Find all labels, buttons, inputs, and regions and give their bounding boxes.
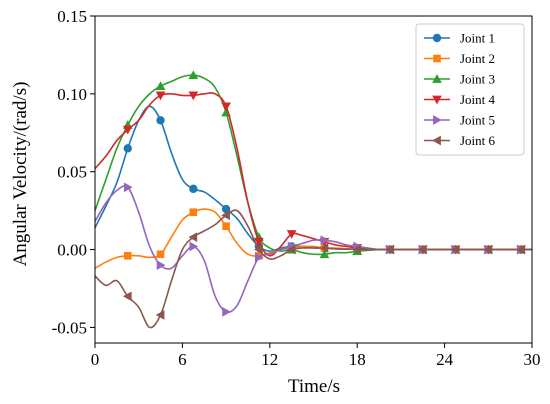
data-point	[221, 210, 230, 221]
legend-entry: Joint 1	[424, 31, 495, 46]
data-point	[450, 244, 460, 255]
data-point	[222, 222, 230, 230]
legend-entry: Joint 6	[424, 133, 496, 148]
data-point	[222, 307, 231, 317]
data-point	[123, 144, 132, 153]
data-point	[221, 204, 231, 214]
legend: Joint 1 Joint 2 Joint 3 Joint 4 Joint 5 Joint…	[415, 23, 525, 156]
data-point	[123, 252, 132, 260]
legend-entry: Joint 2	[424, 51, 495, 66]
y-axis-label: Angular Velocity/(rad/s)	[10, 82, 31, 267]
data-point	[417, 244, 427, 255]
data-point	[189, 184, 198, 194]
legend-marker	[432, 74, 442, 83]
axes: 0 6 12 18 24 30 -0.05 0.00 0.05 0.10 0.15	[52, 7, 541, 369]
legend-label: Joint 6	[460, 133, 496, 148]
data-point	[254, 237, 264, 247]
x-tick-label: 30	[524, 350, 541, 369]
data-point	[286, 244, 296, 255]
y-tick-label: 0.10	[57, 85, 87, 104]
data-point	[188, 70, 199, 80]
y-tick-label: 0.15	[57, 7, 87, 26]
legend-label: Joint 1	[460, 31, 495, 46]
y-tick-label: -0.05	[52, 318, 87, 337]
x-tick-label: 12	[261, 350, 278, 369]
data-point	[188, 232, 198, 242]
data-point	[319, 249, 330, 259]
data-point	[122, 291, 132, 302]
legend-label: Joint 5	[460, 113, 495, 128]
data-point	[122, 125, 133, 135]
data-point	[286, 230, 297, 239]
x-tick-label: 0	[91, 350, 100, 369]
data-point	[483, 244, 493, 255]
data-point	[123, 182, 133, 193]
series-layer	[94, 70, 532, 329]
x-tick-label: 24	[436, 350, 454, 369]
legend-entry: Joint 4	[424, 92, 496, 107]
data-point	[320, 235, 330, 246]
x-tick-label: 6	[178, 350, 187, 369]
data-point	[188, 91, 199, 101]
data-point	[516, 244, 525, 255]
data-point	[155, 91, 166, 101]
legend-label: Joint 3	[460, 72, 495, 87]
legend-marker	[433, 115, 442, 125]
legend-marker	[432, 33, 442, 43]
data-point	[155, 81, 166, 90]
legend-box	[415, 23, 525, 156]
y-tick-label: 0.05	[57, 163, 87, 182]
x-axis-label: Time/s	[288, 376, 340, 397]
data-point	[189, 241, 199, 252]
legend-entry: Joint 3	[424, 72, 495, 87]
series-6	[94, 209, 532, 329]
data-point	[189, 208, 198, 216]
axes-frame	[94, 15, 533, 344]
data-point	[156, 250, 165, 259]
data-point	[221, 102, 231, 112]
legend-label: Joint 2	[460, 51, 495, 66]
legend-marker	[432, 95, 442, 105]
data-point	[352, 244, 362, 255]
data-point	[156, 260, 166, 270]
data-point	[156, 116, 165, 125]
data-point	[319, 243, 329, 253]
legend-marker	[433, 54, 441, 63]
legend-marker	[432, 135, 441, 146]
data-point	[385, 244, 394, 255]
legend-label: Joint 4	[460, 92, 496, 107]
data-point	[155, 310, 165, 320]
data-point	[254, 244, 263, 255]
x-tick-label: 18	[349, 350, 366, 369]
legend-entry: Joint 5	[424, 113, 495, 128]
data-point	[255, 252, 264, 263]
y-tick-label: 0.00	[57, 241, 87, 260]
